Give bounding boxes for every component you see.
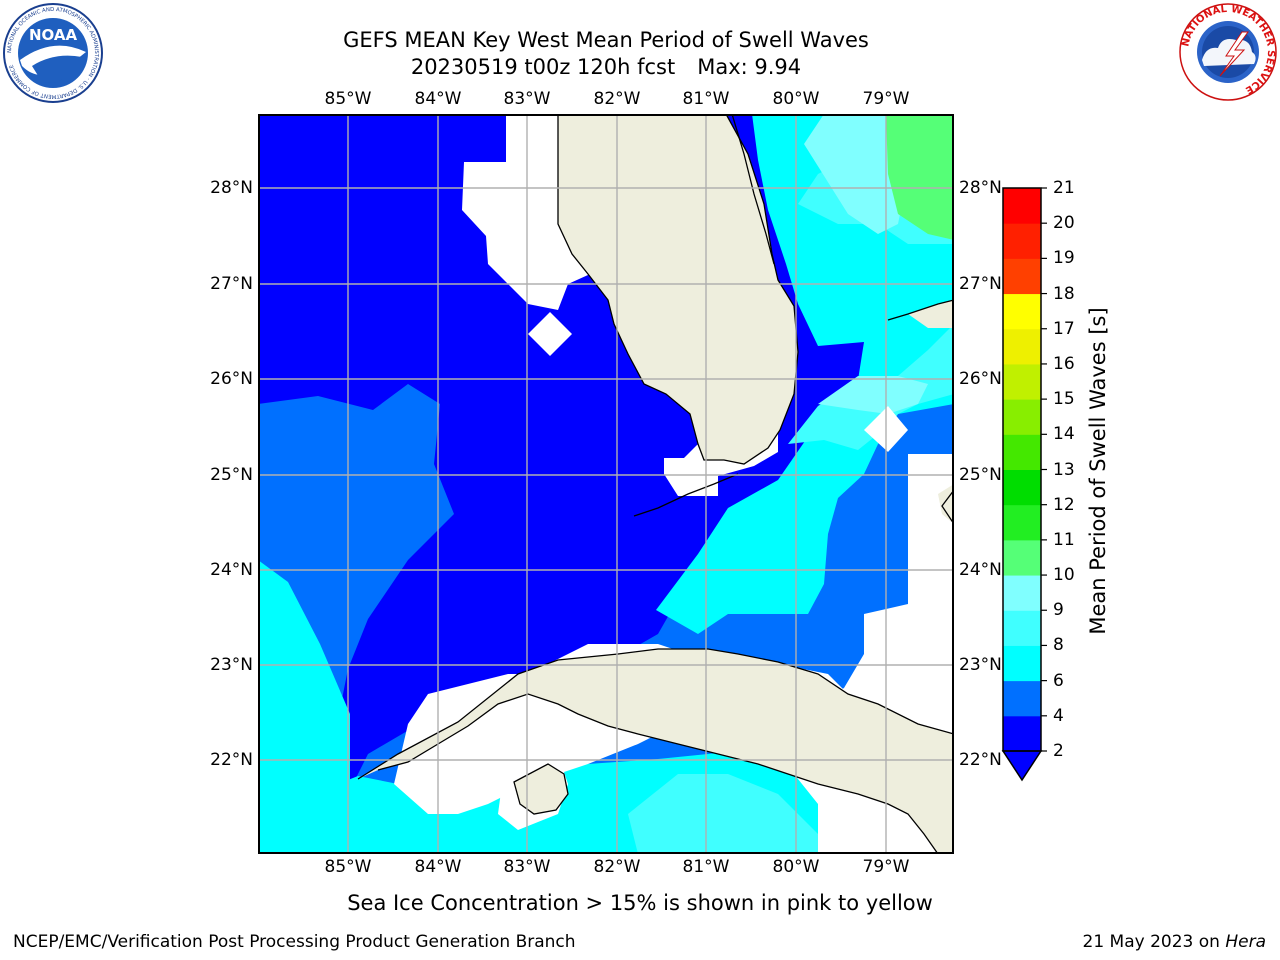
colorbar-label: Mean Period of Swell Waves [s] xyxy=(1086,307,1110,635)
sea-ice-note: Sea Ice Concentration > 15% is shown in … xyxy=(347,891,933,915)
run-info: 20230519 t00z 120h fcst xyxy=(410,55,676,79)
lat-tick-left: 22°N xyxy=(210,750,253,770)
lat-tick-right: 24°N xyxy=(959,560,1002,580)
lat-tick-right: 27°N xyxy=(959,274,1002,294)
lat-tick-right: 22°N xyxy=(959,750,1002,770)
lon-tick-top: 84°W xyxy=(414,89,462,109)
colorbar-tick-label: 21 xyxy=(1053,178,1075,198)
florida-lagoon-line xyxy=(731,114,775,265)
lon-tick-bottom: 84°W xyxy=(414,857,462,877)
colorbar-cell xyxy=(1003,539,1041,576)
lat-tick-left: 25°N xyxy=(210,465,253,485)
florida-land xyxy=(558,114,798,464)
colorbar-cell xyxy=(1003,715,1041,752)
map-title: GEFS MEAN Key West Mean Period of Swell … xyxy=(343,28,869,52)
lon-tick-bottom: 83°W xyxy=(503,857,551,877)
colorbar-tick-label: 13 xyxy=(1053,459,1075,480)
colorbar-tick-label: 11 xyxy=(1053,529,1075,550)
colorbar xyxy=(1001,187,1047,782)
lat-tick-left: 24°N xyxy=(210,560,253,580)
nodata-area xyxy=(528,312,572,356)
colorbar-cell xyxy=(1003,575,1041,611)
colorbar-tick-label: 8 xyxy=(1053,635,1064,656)
colorbar-tick-label: 10 xyxy=(1053,565,1075,586)
lon-tick-bottom: 85°W xyxy=(324,857,372,877)
colorbar-cell xyxy=(1003,434,1041,470)
lon-tick-bottom: 81°W xyxy=(682,857,730,877)
colorbar-tick-label: 14 xyxy=(1053,424,1075,445)
date-text: 21 May 2023 on Hera xyxy=(1083,932,1267,952)
isla-juventud-coastline xyxy=(513,763,569,815)
florida-coastline xyxy=(557,114,799,465)
noaa-text: NOAA xyxy=(29,26,78,44)
colorbar-tick-label: 9 xyxy=(1053,600,1064,621)
max-value: Max: 9.94 xyxy=(697,55,802,79)
colorbar-cell xyxy=(1003,610,1041,646)
cuba-land xyxy=(358,649,954,854)
colorbar-cell xyxy=(1003,645,1041,682)
colorbar-cell xyxy=(1003,680,1041,717)
lat-tick-right: 23°N xyxy=(959,655,1002,675)
colorbar-tick-label: 17 xyxy=(1053,318,1075,339)
colorbar-tick-label: 6 xyxy=(1053,670,1064,691)
colorbar-cell xyxy=(1003,328,1041,365)
colorbar-tick-label: 19 xyxy=(1053,248,1075,269)
credit-text: NCEP/EMC/Verification Post Processing Pr… xyxy=(13,932,576,952)
bahamas-coastline xyxy=(887,299,954,321)
ocean-cyan-area xyxy=(656,114,954,634)
date-value: 21 May 2023 on xyxy=(1082,932,1220,952)
cuba-coastline xyxy=(377,693,939,854)
ocean-light-area xyxy=(628,774,838,854)
colorbar-tick-label: 16 xyxy=(1053,353,1075,374)
map-subtitle: 20230519 t00z 120h fcst Max: 9.94 xyxy=(0,54,1212,80)
lon-tick-bottom: 79°W xyxy=(862,857,910,877)
colorbar-tick-label: 15 xyxy=(1053,389,1075,410)
colorbar-tick-label: 12 xyxy=(1053,494,1075,515)
lon-tick-bottom: 80°W xyxy=(772,857,820,877)
ocean-cyan-area xyxy=(258,560,350,854)
colorbar-tick-label: 18 xyxy=(1053,283,1075,304)
colorbar-tick-label: 4 xyxy=(1053,705,1064,726)
lat-tick-left: 23°N xyxy=(210,655,253,675)
lon-tick-top: 80°W xyxy=(772,89,820,109)
lon-tick-bottom: 82°W xyxy=(593,857,641,877)
colorbar-cell xyxy=(1003,399,1041,435)
colorbar-cell xyxy=(1003,223,1041,259)
noaa-logo: NATIONAL OCEANIC AND ATMOSPHERIC ADMINIS… xyxy=(3,3,103,103)
lat-tick-left: 28°N xyxy=(210,178,253,198)
lat-tick-left: 26°N xyxy=(210,369,253,389)
bahamas-land xyxy=(908,300,954,328)
lat-tick-right: 28°N xyxy=(959,178,1002,198)
colorbar-cell xyxy=(1003,469,1041,506)
florida-keys-line xyxy=(633,473,739,517)
nws-logo: NATIONAL WEATHER SERVICE xyxy=(1179,3,1277,101)
swell-period-map xyxy=(258,114,954,854)
bahamas-land xyxy=(938,484,954,524)
colorbar-cell xyxy=(1003,363,1041,400)
lon-tick-top: 82°W xyxy=(593,89,641,109)
ocean-pale-area xyxy=(804,114,908,234)
colorbar-extend-arrow xyxy=(1001,750,1043,782)
colorbar-cell xyxy=(1003,293,1041,330)
lat-tick-right: 26°N xyxy=(959,369,1002,389)
lat-tick-left: 27°N xyxy=(210,274,253,294)
colorbar-cell xyxy=(1003,188,1041,224)
lon-tick-top: 79°W xyxy=(862,89,910,109)
system-name: Hera xyxy=(1225,932,1266,952)
map-frame xyxy=(258,114,954,854)
ocean-pale-area xyxy=(818,376,928,414)
ocean-green-area xyxy=(886,114,954,240)
lat-tick-right: 25°N xyxy=(959,465,1002,485)
lon-tick-top: 83°W xyxy=(503,89,551,109)
bahamas-coastline xyxy=(941,489,954,525)
cuba-coastline xyxy=(357,648,954,780)
colorbar-tick-label: 2 xyxy=(1053,741,1064,761)
colorbar-tick-label: 20 xyxy=(1053,213,1075,234)
colorbar-cell xyxy=(1003,258,1041,295)
colorbar-cell xyxy=(1003,504,1041,541)
lon-tick-top: 81°W xyxy=(682,89,730,109)
lon-tick-top: 85°W xyxy=(324,89,372,109)
